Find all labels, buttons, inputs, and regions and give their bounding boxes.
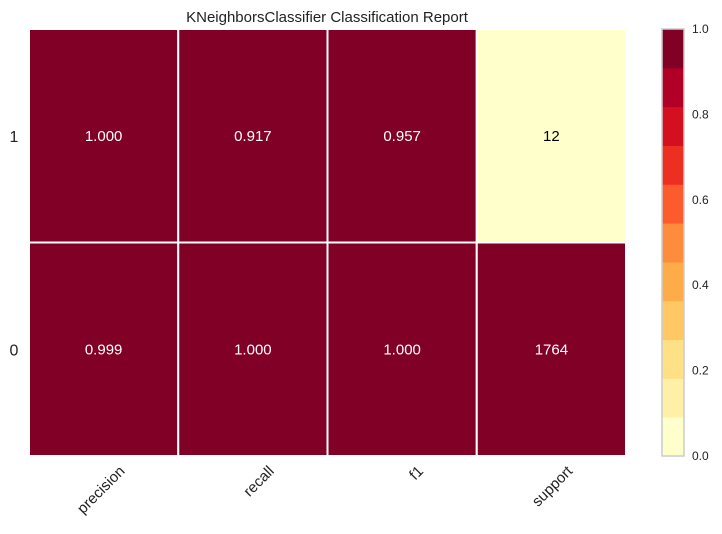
colorbar-tick-label: 0.6 xyxy=(692,193,709,207)
x-tick-label: precision xyxy=(74,463,128,517)
colorbar-frame xyxy=(661,28,685,457)
x-tick-label: support xyxy=(529,462,577,510)
heatmap-cell xyxy=(475,241,627,457)
colorbar-tick-label: 1.0 xyxy=(692,22,709,36)
heatmap-cell xyxy=(475,28,627,244)
y-tick-label: 1 xyxy=(10,129,19,146)
colorbar-band xyxy=(662,145,684,185)
cell-value-label: 1.000 xyxy=(234,341,272,358)
colorbar-band xyxy=(662,29,684,69)
heatmap-cell xyxy=(326,241,478,457)
colorbar-band xyxy=(662,184,684,224)
cell-value-label: 1.000 xyxy=(383,341,421,358)
x-tick-label: recall xyxy=(240,463,277,500)
x-tick-label: f1 xyxy=(406,463,427,484)
colorbar-tick-label: 0.4 xyxy=(692,278,709,292)
cell-value-label: 0.957 xyxy=(383,128,421,145)
colorbar-tick-label: 0.0 xyxy=(692,449,709,463)
cell-value-label: 0.999 xyxy=(85,341,123,358)
cell-value-label: 1764 xyxy=(535,341,568,358)
cell-value-label: 0.917 xyxy=(234,128,272,145)
colorbar-band xyxy=(662,417,684,457)
colorbar-band xyxy=(662,339,684,379)
heatmap-cells: 1.000 0.917 0.957 12 0.999 1.000 1.000 1764 1 0 pr… xyxy=(10,28,627,517)
colorbar: 0.0 0.2 0.4 0.6 0.8 1.0 xyxy=(661,22,709,463)
chart-title: KNeighborsClassifier Classification Repo… xyxy=(186,9,469,26)
colorbar-tick-label: 0.2 xyxy=(692,364,709,378)
colorbar-band xyxy=(662,223,684,263)
colorbar-band xyxy=(662,106,684,146)
heatmap-cell xyxy=(177,241,329,457)
colorbar-band xyxy=(662,67,684,108)
colorbar-tick-label: 0.8 xyxy=(692,107,709,121)
heatmap-cell xyxy=(177,28,329,244)
cell-value-label: 1.000 xyxy=(85,128,123,145)
cell-value-label: 12 xyxy=(543,128,560,145)
y-tick-label: 0 xyxy=(10,342,19,359)
colorbar-band xyxy=(662,378,684,418)
colorbar-band xyxy=(662,261,684,302)
colorbar-band xyxy=(662,300,684,341)
heatmap-cell xyxy=(28,241,180,457)
